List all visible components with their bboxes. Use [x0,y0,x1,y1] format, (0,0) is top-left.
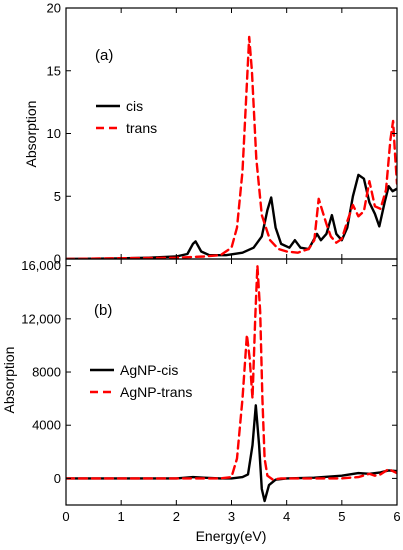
panel-b-ylabel: Absorption [1,347,17,414]
x-tick-label: 5 [338,509,345,524]
panel-b-series [66,264,397,503]
x-tick-label: 0 [62,509,69,524]
legend-label-agnp-trans: AgNP-trans [120,384,192,400]
x-tick-label: 1 [118,509,125,524]
y-tick-label: 15 [47,63,61,78]
legend-label-trans: trans [126,120,157,136]
x-tick-label: 6 [393,509,400,524]
y-tick-label: 16,000 [21,258,61,273]
panel-a-label: (a) [95,47,113,64]
series-line-agnp-trans [66,264,397,481]
series-line-trans [66,35,397,259]
panel-b: 0 1 2 3 4 5 6 0 4000 8000 12,000 16,000 (b) Absorpt… [1,258,401,544]
panel-b-frame [65,258,398,506]
panel-b-label: (b) [94,302,112,319]
y-tick-label: 12,000 [21,311,61,326]
panel-b-ticks: 0 1 2 3 4 5 6 0 4000 8000 12,000 16,000 [21,258,400,524]
x-tick-label: 4 [283,509,290,524]
y-tick-label: 20 [47,1,61,16]
y-tick-label: 0 [54,471,61,486]
panel-b-legend: AgNP-cis AgNP-trans [90,362,192,400]
panel-a-series [66,35,397,259]
panel-b-xlabel: Energy(eV) [196,528,267,544]
legend-label-cis: cis [126,98,143,114]
x-tick-label: 3 [228,509,235,524]
y-tick-label: 0 [54,252,61,267]
panel-a-ylabel: Absorption [23,101,39,168]
panel-a-ticks: 0 5 10 15 20 [47,1,398,267]
x-tick-label: 2 [173,509,180,524]
y-tick-label: 10 [47,126,61,141]
y-tick-label: 8000 [32,365,61,380]
panel-a-legend: cis trans [96,98,157,136]
y-tick-label: 4000 [32,418,61,433]
legend-label-agnp-cis: AgNP-cis [120,362,178,378]
series-line-agnp-cis [66,404,397,503]
y-tick-label: 5 [54,189,61,204]
panel-a: 0 5 10 15 20 (a) Absorption cis trans [23,1,398,267]
